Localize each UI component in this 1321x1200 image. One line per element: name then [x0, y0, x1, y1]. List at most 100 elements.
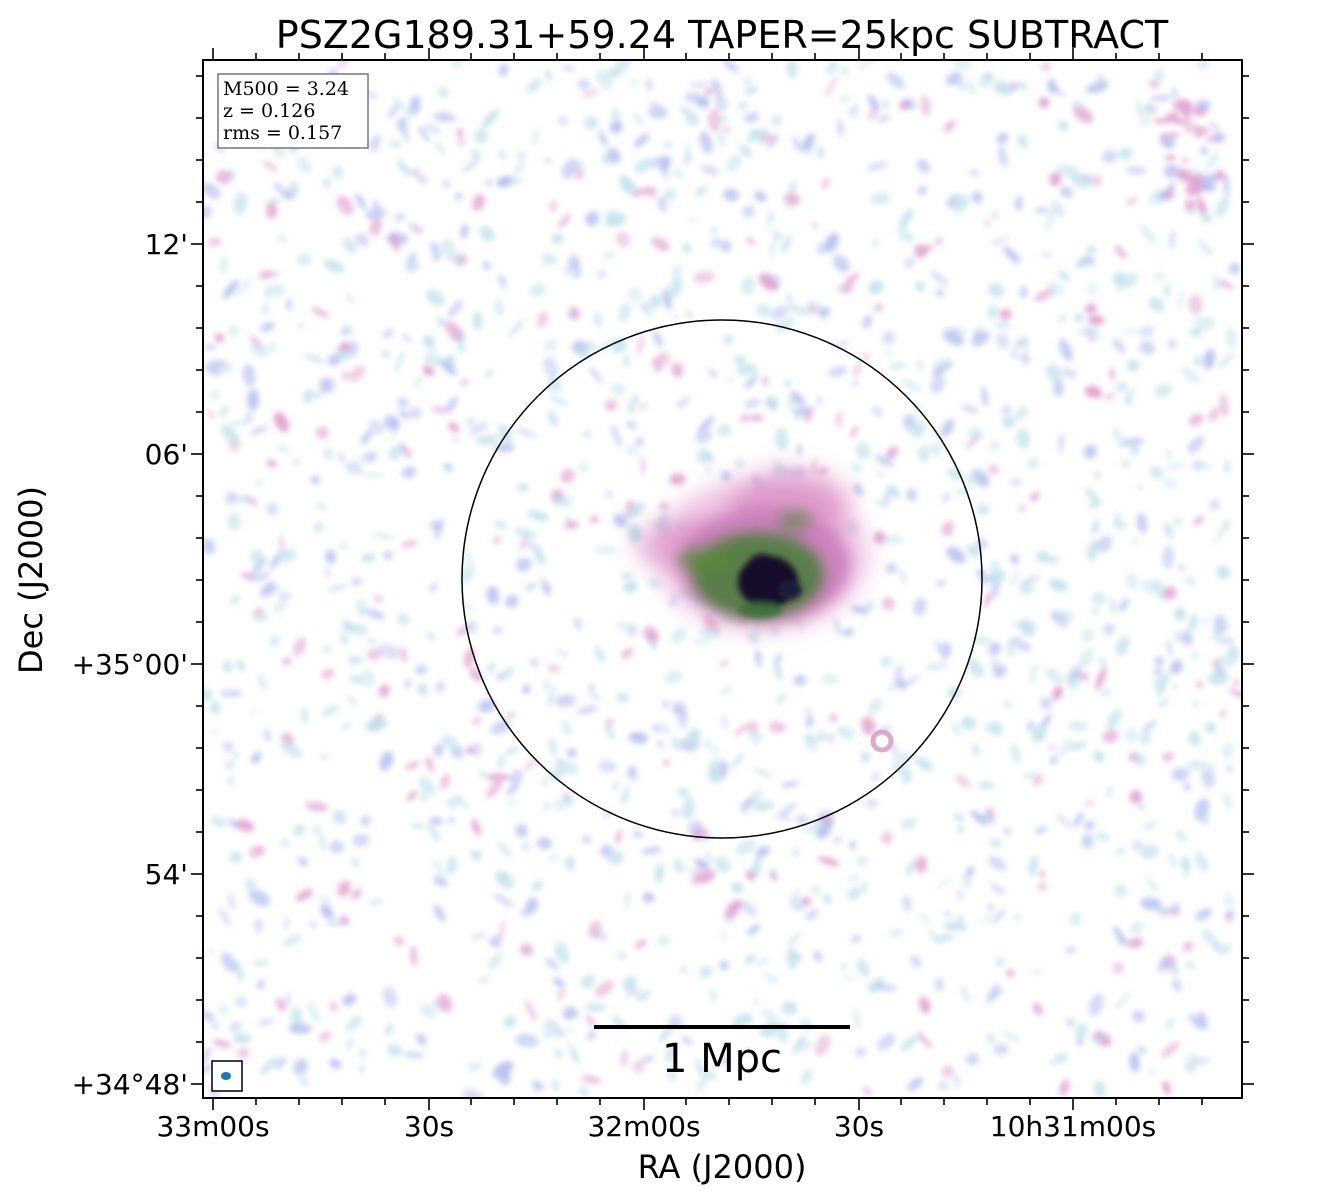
noise-blob [1164, 154, 1176, 161]
noise-blob [435, 141, 446, 155]
noise-blob [1143, 820, 1157, 831]
noise-blob [812, 222, 819, 229]
noise-blob [738, 899, 758, 917]
noise-blob [1125, 166, 1147, 175]
noise-blob [1098, 656, 1107, 670]
noise-blob [1187, 436, 1205, 454]
noise-blob [903, 257, 916, 268]
noise-blob [257, 979, 265, 991]
noise-blob [671, 808, 681, 818]
noise-blob [804, 734, 819, 743]
noise-blob [704, 88, 714, 96]
noise-blob [699, 130, 713, 154]
noise-blob [1225, 915, 1233, 923]
noise-blob [833, 618, 842, 637]
noise-blob [1173, 98, 1193, 112]
noise-blob [1168, 339, 1177, 349]
noise-blob [957, 824, 964, 834]
noise-blob [918, 914, 932, 924]
noise-blob [548, 738, 558, 756]
noise-blob [877, 470, 884, 478]
noise-blob [1219, 280, 1234, 290]
noise-blob [506, 798, 515, 807]
noise-blob [1218, 619, 1230, 633]
noise-blob [989, 440, 1001, 451]
noise-blob [686, 728, 701, 746]
noise-blob [634, 939, 647, 949]
noise-blob [547, 665, 561, 672]
noise-blob [301, 706, 309, 725]
noise-blob [203, 205, 212, 219]
noise-blob [1058, 338, 1073, 361]
noise-blob [649, 295, 663, 308]
noise-blob [1200, 811, 1210, 826]
noise-blob [737, 101, 748, 111]
noise-blob [323, 259, 345, 273]
noise-blob [916, 444, 933, 456]
noise-blob [350, 577, 362, 586]
noise-blob [488, 938, 503, 948]
noise-blob [1059, 186, 1073, 198]
noise-blob [1166, 639, 1172, 657]
noise-blob [932, 358, 954, 371]
noise-blob [564, 520, 579, 529]
noise-blob [1048, 744, 1056, 751]
noise-blob [1184, 127, 1192, 133]
noise-blob [290, 1007, 303, 1028]
noise-blob [1172, 683, 1178, 690]
noise-blob [551, 493, 567, 508]
noise-blob [785, 298, 795, 312]
noise-blob [852, 483, 864, 496]
noise-blob [725, 899, 742, 919]
noise-blob [1154, 383, 1173, 397]
noise-blob [433, 904, 446, 923]
noise-blob [280, 600, 287, 608]
noise-blob [504, 746, 521, 756]
noise-blob [651, 236, 670, 252]
noise-blob [860, 751, 870, 763]
noise-blob [899, 569, 907, 586]
noise-blob [627, 766, 637, 779]
noise-blob [868, 697, 883, 716]
noise-blob [888, 362, 906, 370]
noise-blob [703, 740, 711, 749]
noise-blob [699, 965, 713, 978]
noise-blob [1166, 1017, 1174, 1030]
noise-blob [516, 483, 529, 492]
noise-blob [816, 146, 825, 159]
noise-blob [851, 379, 860, 387]
noise-blob [1203, 173, 1218, 184]
noise-blob [389, 139, 402, 149]
noise-blob [329, 1001, 339, 1012]
noise-blob [269, 283, 285, 298]
noise-blob [795, 814, 809, 825]
noise-blob [652, 357, 662, 373]
noise-blob [459, 378, 469, 386]
noise-blob [1184, 1053, 1199, 1074]
noise-blob [710, 226, 718, 235]
noise-blob [931, 442, 941, 458]
noise-blob [549, 200, 558, 213]
noise-blob [1188, 613, 1198, 633]
noise-blob [946, 546, 966, 564]
noise-blob [552, 977, 565, 988]
noise-blob [1193, 316, 1216, 331]
noise-blob [506, 712, 516, 718]
noise-blob [431, 245, 442, 262]
noise-blob [360, 429, 373, 445]
noise-blob [573, 268, 581, 276]
noise-blob [886, 72, 905, 90]
noise-blob [1036, 551, 1050, 563]
noise-blob [1019, 286, 1028, 298]
noise-blob [773, 657, 783, 682]
noise-blob [433, 875, 448, 887]
noise-blob [826, 60, 838, 76]
noise-blob [851, 934, 861, 943]
noise-blob [739, 145, 753, 158]
noise-blob [1128, 752, 1138, 762]
noise-blob [276, 446, 290, 452]
axis-ticks [191, 48, 1254, 1110]
noise-blob [1129, 921, 1144, 935]
noise-blob [745, 376, 758, 390]
noise-blob [542, 777, 547, 787]
